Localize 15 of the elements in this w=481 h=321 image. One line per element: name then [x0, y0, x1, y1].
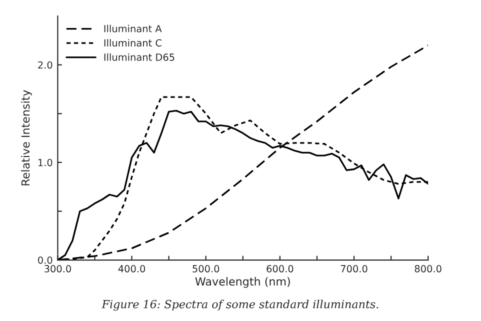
- legend-label: Illuminant C: [104, 39, 162, 47]
- legend-label: Illuminant D65: [104, 53, 174, 61]
- x-tick-label: 400.0: [118, 265, 146, 272]
- y-tick-label: 1.0: [38, 158, 52, 166]
- x-axis-title: Wavelength (nm): [195, 277, 290, 288]
- legend-label: Illuminant A: [104, 24, 162, 32]
- y-axis-title: Relative Intensity: [21, 90, 32, 186]
- caption: Figure 16: Spectra of some standard illuminants.: [102, 300, 378, 311]
- y-tick-label: 2.0: [38, 61, 52, 69]
- x-tick-label: 600.0: [266, 265, 294, 272]
- x-tick-label: 500.0: [192, 265, 220, 272]
- y-tick-label: 0.0: [38, 256, 52, 264]
- x-tick-label: 800.0: [414, 265, 442, 272]
- x-tick-label: 300.0: [44, 265, 71, 272]
- x-tick-label: 700.0: [340, 265, 368, 272]
